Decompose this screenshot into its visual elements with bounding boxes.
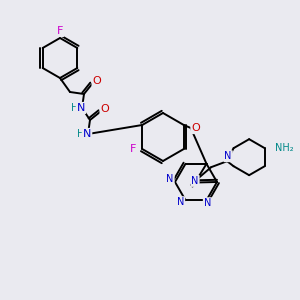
Text: N: N [191, 176, 199, 186]
Text: H: H [77, 129, 85, 139]
Text: O: O [93, 76, 101, 86]
Text: N: N [177, 197, 184, 207]
Text: NH₂: NH₂ [275, 143, 293, 153]
Text: F: F [57, 26, 63, 36]
Text: N: N [83, 129, 91, 139]
Text: N: N [77, 103, 85, 113]
Text: F: F [130, 144, 136, 154]
Text: O: O [191, 123, 200, 133]
Text: O: O [100, 104, 109, 114]
Text: N: N [166, 174, 174, 184]
Text: N: N [204, 198, 211, 208]
Text: H: H [71, 103, 79, 113]
Text: N: N [224, 151, 232, 161]
